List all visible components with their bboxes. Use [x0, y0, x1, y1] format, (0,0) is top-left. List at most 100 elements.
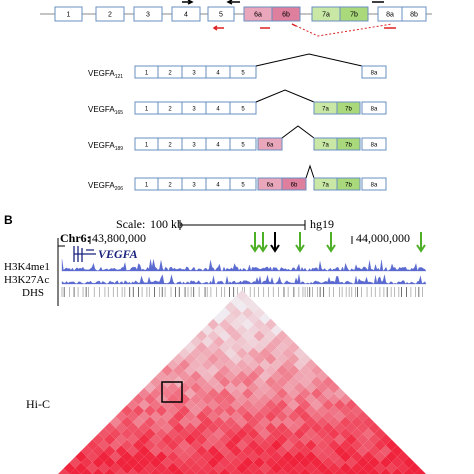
annotation-arrow	[250, 232, 260, 253]
hic-cell	[288, 468, 300, 474]
hic-cell	[138, 468, 150, 474]
hic-cell	[150, 468, 162, 474]
exon-label: 6b	[291, 183, 298, 189]
hic-cell	[196, 468, 208, 474]
exon-label: 4	[184, 12, 188, 19]
exon-label: 8b	[410, 12, 418, 19]
hic-cell	[380, 468, 392, 474]
annotation-arrow	[416, 232, 426, 253]
exon-label: 2	[168, 107, 172, 113]
exon-label: 6a	[267, 143, 274, 149]
isoform-gene: VEGFA	[88, 141, 115, 150]
hic-cell	[311, 468, 323, 474]
hic-cell	[276, 468, 288, 474]
exon-label: 2	[168, 183, 172, 189]
panel-label: B	[4, 213, 13, 227]
isoform-sub: 189	[115, 146, 124, 152]
exon-label: 7b	[345, 143, 352, 149]
exon-label: 1	[145, 183, 149, 189]
splice-dotted	[291, 23, 297, 27]
annotation-arrow	[295, 232, 305, 253]
exon-label: 7b	[345, 183, 352, 189]
exon-label: 6a	[267, 183, 274, 189]
hic-label: Hi-C	[26, 397, 50, 411]
exon	[361, 101, 387, 115]
exon	[361, 177, 387, 191]
hic-cell	[92, 468, 104, 474]
signal-track	[61, 259, 427, 272]
exon-label: 1	[67, 12, 71, 19]
hic-cell	[69, 468, 81, 474]
exon-label: 3	[192, 71, 196, 77]
hic-highlight	[161, 381, 183, 403]
exon	[229, 177, 257, 191]
scale-value: 100 kb	[150, 217, 183, 231]
exon	[257, 137, 283, 151]
hic-cell	[219, 468, 231, 474]
exon	[133, 6, 163, 22]
exon	[361, 65, 387, 79]
exon-label: 1	[145, 143, 149, 149]
exon-label: 7b	[345, 107, 352, 113]
isoform-name: VEGFA189	[88, 141, 123, 152]
hic-cell	[127, 468, 139, 474]
splice-junction	[305, 164, 315, 179]
assembly: hg19	[310, 217, 334, 231]
exon-label: 5	[241, 143, 245, 149]
exon	[336, 101, 361, 115]
isoform-gene: VEGFA	[88, 181, 115, 190]
exon-label: 7a	[322, 143, 329, 149]
exon-label: 7a	[322, 183, 329, 189]
track-label: DHS	[22, 287, 44, 299]
primer-arrow	[226, 0, 240, 5]
exon-label: 7a	[322, 12, 330, 19]
splice-dotted	[291, 23, 393, 37]
isoform-sub: 206	[115, 186, 124, 192]
red-arrow	[212, 25, 224, 31]
exon	[229, 137, 257, 151]
hic-cell	[391, 468, 403, 474]
exon-label: 5	[241, 107, 245, 113]
hic-cell	[115, 468, 127, 474]
exon-label: 7b	[350, 12, 358, 19]
isoform-name: VEGFA206	[88, 181, 123, 192]
coord-ticks	[57, 236, 353, 306]
exon	[401, 6, 427, 22]
splice-junction	[255, 53, 363, 67]
signal-track	[61, 274, 427, 285]
exon-label: 3	[146, 12, 150, 19]
exon-label: 3	[192, 143, 196, 149]
hic-cell	[345, 468, 357, 474]
exon	[54, 6, 83, 22]
hic-cell	[322, 468, 334, 474]
exon-label: 8a	[386, 12, 394, 19]
isoform-sub: 121	[115, 74, 124, 80]
exon	[171, 6, 201, 22]
gene-model	[73, 246, 96, 262]
exon-label: 8a	[371, 183, 378, 189]
exon-label: 4	[216, 183, 220, 189]
exon	[207, 6, 235, 22]
exon-label: 2	[168, 143, 172, 149]
exon-label: 4	[216, 71, 220, 77]
exon-label: 6a	[254, 12, 262, 19]
exon	[361, 137, 387, 151]
exon-label: 1	[145, 107, 149, 113]
isoform-name: VEGFA165	[88, 105, 123, 116]
coord-start: 43,800,000	[92, 231, 146, 245]
hic-cell	[104, 468, 116, 474]
annotation-arrow	[326, 232, 336, 253]
exon-label: 5	[241, 183, 245, 189]
hic-cell	[230, 468, 242, 474]
isoform-name: VEGFA121	[88, 69, 123, 80]
exon-label: 8a	[371, 71, 378, 77]
exon-label: 8a	[371, 143, 378, 149]
chrom: Chr6:	[60, 231, 91, 245]
exon-label: 1	[145, 71, 149, 77]
exon-label: 2	[168, 71, 172, 77]
exon	[229, 101, 257, 115]
hic-cell	[265, 468, 277, 474]
hic-cell	[58, 468, 70, 474]
isoform-sub: 165	[115, 110, 124, 116]
